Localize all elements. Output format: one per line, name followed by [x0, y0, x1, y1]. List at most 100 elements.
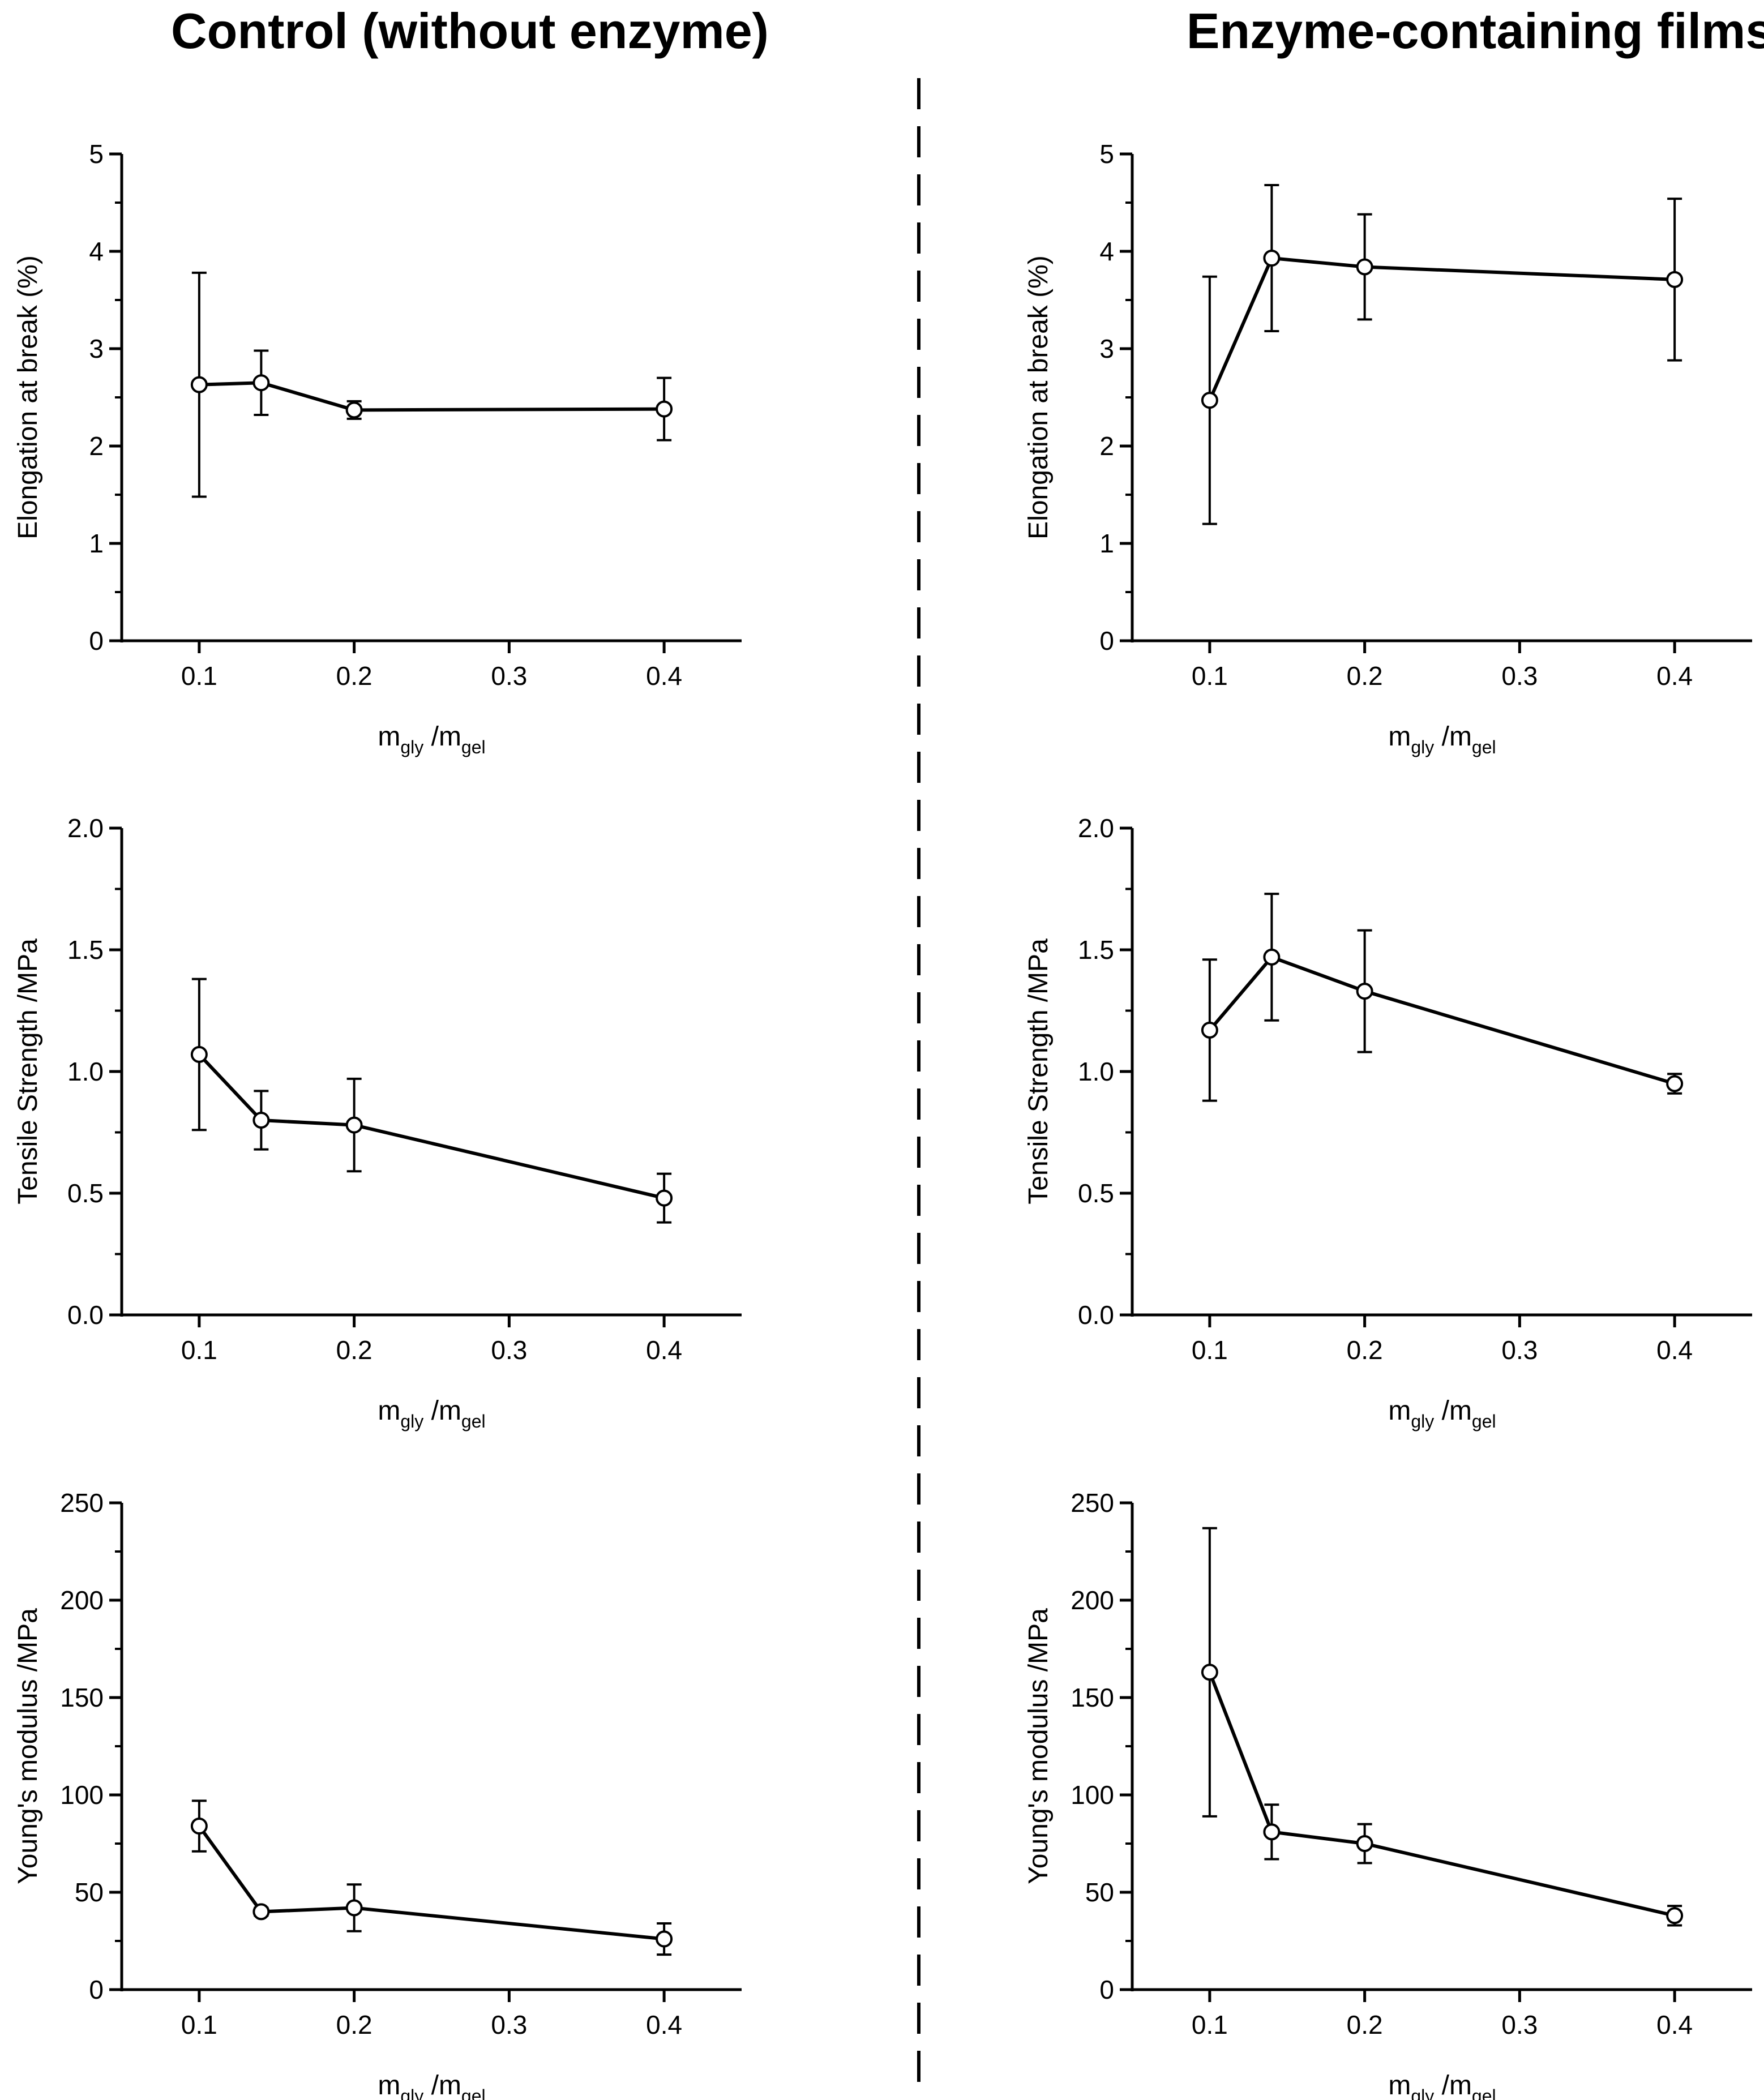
- x-tick-label: 0.2: [1347, 2010, 1383, 2039]
- y-tick-label: 50: [75, 1878, 104, 1907]
- data-point: [1263, 1823, 1281, 1841]
- x-axis-label-subscript: gel: [461, 2086, 486, 2100]
- y-axis-label: Elongation at break (%): [13, 255, 43, 539]
- x-tick-label: 0.1: [1192, 1335, 1228, 1365]
- x-axis-label-text: m: [378, 1396, 400, 1426]
- x-axis-label-text: m: [1388, 722, 1411, 752]
- data-point: [1263, 250, 1281, 267]
- x-tick-label: 0.4: [646, 661, 682, 691]
- y-tick-label: 150: [60, 1683, 104, 1712]
- y-tick-label: 5: [1099, 139, 1114, 169]
- data-point: [1263, 948, 1281, 966]
- y-tick-label: 2: [89, 431, 104, 461]
- data-point: [1201, 1664, 1218, 1681]
- x-tick-label: 0.1: [181, 661, 217, 691]
- x-tick-label: 0.4: [1656, 661, 1693, 691]
- y-axis-label: Young's modulus /MPa: [13, 1608, 43, 1884]
- y-tick-label: 1: [1099, 529, 1114, 558]
- x-axis-label: mgly /mgel: [378, 2071, 485, 2100]
- y-tick-label: 3: [1099, 334, 1114, 363]
- y-tick-label: 1.5: [67, 935, 104, 965]
- x-tick-label: 0.2: [336, 2010, 373, 2039]
- data-point: [1666, 271, 1684, 288]
- y-tick-label: 0.0: [67, 1300, 104, 1330]
- data-point: [345, 1116, 363, 1134]
- y-tick-label: 200: [60, 1585, 104, 1615]
- data-point: [252, 1903, 270, 1921]
- panels: 0 1 2 3 4 5 0.1 0.2 0.3 0.4 Elongation at break (%…: [13, 139, 1752, 2100]
- series-line: [199, 381, 665, 412]
- chart-panel: 0 50 100 150 200 250 0.1 0.2 0.3 0.4 Young's modul…: [1024, 1488, 1752, 2100]
- series-line: [198, 1053, 665, 1200]
- y-tick-label: 0.5: [67, 1178, 104, 1208]
- chart-panel: 0 1 2 3 4 5 0.1 0.2 0.3 0.4 Elongation at break (%…: [13, 139, 742, 757]
- data-point: [1201, 392, 1218, 409]
- x-tick-label: 0.1: [181, 2010, 217, 2039]
- series-line: [1208, 256, 1675, 401]
- y-tick-label: 4: [89, 237, 104, 266]
- y-tick-label: 0.5: [1078, 1178, 1114, 1208]
- x-axis-label-text: /m: [423, 722, 461, 752]
- data-point: [345, 401, 363, 419]
- x-tick-label: 0.3: [1501, 2010, 1538, 2039]
- x-axis-label-text: m: [378, 722, 400, 752]
- y-tick-label: 0: [89, 1975, 104, 2004]
- data-point: [190, 1045, 208, 1063]
- x-axis-label-subscript: gel: [461, 737, 486, 757]
- x-axis-label-subscript: gly: [1411, 2086, 1434, 2100]
- y-tick-label: 5: [89, 139, 104, 169]
- y-axis-label: Tensile Strength /MPa: [13, 938, 43, 1205]
- x-axis-label-subscript: gel: [1472, 737, 1496, 757]
- y-tick-label: 250: [1071, 1488, 1114, 1518]
- x-axis-label-subscript: gly: [1411, 1411, 1434, 1432]
- x-axis-label-subscript: gly: [1411, 737, 1434, 757]
- x-tick-label: 0.3: [1501, 1335, 1538, 1365]
- y-tick-label: 1.5: [1078, 935, 1114, 965]
- x-axis-label: mgly /mgel: [378, 722, 485, 757]
- chart-panel: 0 1 2 3 4 5 0.1 0.2 0.3 0.4 Elongation at break (%…: [1024, 139, 1752, 757]
- x-axis-label: mgly /mgel: [378, 1396, 485, 1432]
- x-tick-label: 0.2: [1347, 1335, 1383, 1365]
- x-tick-label: 0.3: [491, 2010, 527, 2039]
- series-line: [1208, 1672, 1675, 1918]
- y-tick-label: 200: [1071, 1585, 1114, 1615]
- y-tick-label: 2.0: [67, 813, 104, 843]
- x-tick-label: 0.3: [491, 661, 527, 691]
- y-tick-label: 3: [89, 334, 104, 363]
- x-axis-label-subscript: gel: [461, 1411, 486, 1432]
- x-tick-label: 0.2: [336, 661, 373, 691]
- y-tick-label: 4: [1099, 237, 1114, 266]
- data-point: [656, 1930, 673, 1948]
- x-axis-label-subscript: gly: [400, 2086, 423, 2100]
- x-axis-label-subscript: gel: [1472, 2086, 1496, 2100]
- y-tick-label: 1.0: [1078, 1057, 1114, 1086]
- chart-panel: 0 50 100 150 200 250 0.1 0.2 0.3 0.4 Young's modul…: [13, 1488, 742, 2100]
- x-tick-label: 0.2: [1347, 661, 1383, 691]
- y-tick-label: 0: [1099, 626, 1114, 655]
- data-point: [1356, 983, 1373, 1000]
- series-line: [198, 1825, 665, 1941]
- x-axis-label-text: /m: [423, 1396, 461, 1426]
- data-point: [1666, 1075, 1684, 1092]
- x-axis-label-text: m: [378, 2071, 400, 2100]
- y-tick-label: 50: [1085, 1878, 1114, 1907]
- x-tick-label: 0.3: [1501, 661, 1538, 691]
- data-point: [1201, 1021, 1218, 1039]
- x-axis-label-subscript: gly: [400, 737, 423, 757]
- data-point: [252, 1112, 270, 1129]
- chart-panel: 0.0 0.5 1.0 1.5 2.0 0.1 0.2 0.3 0.4 Tensile Stren…: [13, 813, 742, 1432]
- x-axis-label-subscript: gel: [1472, 1411, 1496, 1432]
- y-tick-label: 150: [1071, 1683, 1114, 1712]
- y-tick-label: 0: [89, 626, 104, 655]
- x-axis-label-text: /m: [1434, 722, 1472, 752]
- x-tick-label: 0.2: [336, 1335, 373, 1365]
- data-point: [1356, 1835, 1373, 1852]
- y-tick-label: 1.0: [67, 1057, 104, 1086]
- x-tick-label: 0.4: [1656, 2010, 1693, 2039]
- x-axis-label-text: /m: [1434, 1396, 1472, 1426]
- data-point: [1356, 258, 1373, 276]
- y-tick-label: 1: [89, 529, 104, 558]
- y-tick-label: 100: [1071, 1780, 1114, 1810]
- data-point: [656, 1189, 673, 1207]
